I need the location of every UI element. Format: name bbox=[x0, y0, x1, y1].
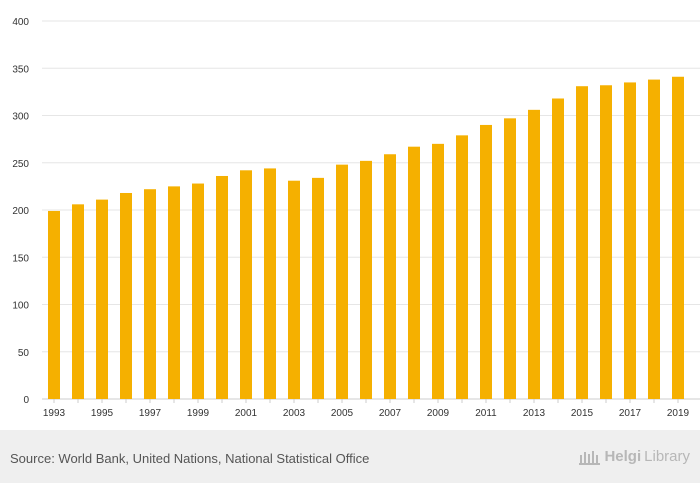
bar-2007[interactable] bbox=[384, 154, 396, 399]
helgilibrary-logo[interactable]: Helgi Library bbox=[579, 448, 690, 465]
bar-2012[interactable] bbox=[504, 118, 516, 400]
y-tick-label: 200 bbox=[12, 206, 29, 217]
x-axis: 1993 1995 1997 1999 2001 2003 2005 2007 2009 2011… bbox=[43, 399, 690, 419]
y-tick-label: 350 bbox=[12, 64, 29, 75]
source-note: Source: World Bank, United Nations, Nati… bbox=[10, 451, 370, 466]
brand-prefix: Helgi bbox=[604, 448, 642, 465]
bar-1994[interactable] bbox=[72, 204, 84, 399]
bar-1995[interactable] bbox=[96, 199, 108, 399]
bar-2001[interactable] bbox=[240, 170, 252, 399]
library-icon bbox=[579, 450, 601, 465]
y-axis: 0 50 100 150 200 250 300 350 400 bbox=[12, 17, 29, 406]
bar-2016[interactable] bbox=[600, 85, 612, 399]
bar-2019[interactable] bbox=[672, 76, 684, 399]
bar-1997[interactable] bbox=[144, 189, 156, 399]
bar-2000[interactable] bbox=[216, 175, 228, 399]
bar-2017[interactable] bbox=[624, 82, 636, 400]
bar-2014[interactable] bbox=[552, 98, 564, 400]
bar-2018[interactable] bbox=[648, 79, 660, 399]
bar-2006[interactable] bbox=[360, 160, 372, 399]
bar-2008[interactable] bbox=[408, 146, 420, 399]
x-tick-label: 2013 bbox=[523, 408, 546, 419]
bar-1999[interactable] bbox=[192, 183, 204, 399]
bar-2009[interactable] bbox=[432, 143, 444, 399]
footer: Source: World Bank, United Nations, Nati… bbox=[0, 430, 700, 483]
y-tick-label: 150 bbox=[12, 253, 29, 264]
brand-suffix: Library bbox=[644, 448, 690, 465]
bar-1993[interactable] bbox=[48, 210, 60, 399]
x-tick-label: 2015 bbox=[571, 408, 594, 419]
bar-chart: 1993 1995 1997 1999 2001 2003 2005 2007 2009 2011… bbox=[12, 17, 700, 419]
bar-2004[interactable] bbox=[312, 177, 324, 399]
x-tick-label: 2019 bbox=[667, 408, 690, 419]
x-tick-label: 2011 bbox=[475, 408, 497, 419]
y-tick-label: 100 bbox=[12, 301, 29, 312]
bar-1996[interactable] bbox=[120, 192, 132, 399]
x-tick-label: 2007 bbox=[379, 408, 402, 419]
bars bbox=[48, 76, 684, 400]
x-tick-label: 2009 bbox=[427, 408, 450, 419]
x-tick-label: 2017 bbox=[619, 408, 642, 419]
bar-2002[interactable] bbox=[264, 168, 276, 399]
x-tick-label: 1997 bbox=[139, 408, 162, 419]
y-tick-label: 0 bbox=[23, 395, 29, 406]
y-tick-label: 300 bbox=[12, 112, 29, 123]
x-tick-label: 2005 bbox=[331, 408, 354, 419]
bar-2003[interactable] bbox=[288, 180, 300, 399]
y-tick-label: 400 bbox=[12, 17, 29, 28]
bar-2015[interactable] bbox=[576, 86, 588, 399]
x-tick-label: 2003 bbox=[283, 408, 306, 419]
x-tick-label: 1993 bbox=[43, 408, 66, 419]
bar-2005[interactable] bbox=[336, 164, 348, 399]
bar-2011[interactable] bbox=[480, 124, 492, 399]
x-tick-label: 2001 bbox=[235, 408, 258, 419]
x-tick-label: 1995 bbox=[91, 408, 114, 419]
y-tick-label: 50 bbox=[18, 348, 30, 359]
bar-1998[interactable] bbox=[168, 186, 180, 399]
bar-2013[interactable] bbox=[528, 109, 540, 399]
y-tick-label: 250 bbox=[12, 159, 29, 170]
x-tick-label: 1999 bbox=[187, 408, 210, 419]
bar-2010[interactable] bbox=[456, 135, 468, 399]
